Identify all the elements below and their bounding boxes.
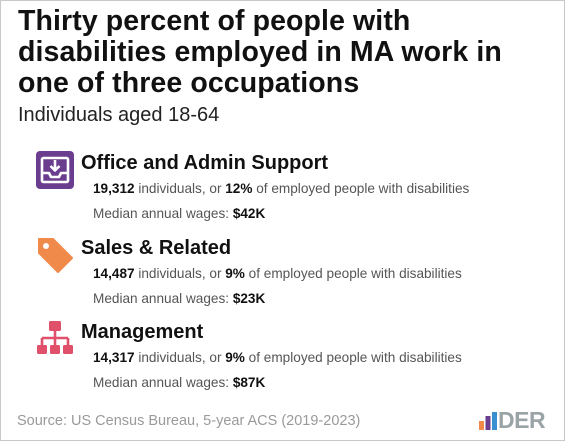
der-logo: DER [478,407,554,434]
employed-count: 19,312 [93,181,135,196]
occupation-count-line: 19,312 individuals, or 12% of employed p… [93,181,469,196]
employed-count: 14,487 [93,266,135,281]
employed-count: 14,317 [93,350,135,365]
inbox-download-icon [36,151,74,189]
employed-percent: 12% [225,181,253,196]
occupation-wage-line: Median annual wages: $42K [93,206,265,221]
page-title: Thirty percent of people with disabiliti… [18,5,502,99]
occupation-count-line: 14,317 individuals, or 9% of employed pe… [93,350,462,365]
wage-label: Median annual wages: [93,291,233,306]
count-text: individuals, or [134,266,226,281]
median-wage: $42K [232,206,266,221]
occupation-management: Management 14,317 individuals, or 9% of … [36,320,556,400]
price-tag-icon [38,238,73,273]
org-chart-icon [37,321,73,354]
occupation-name: Sales & Related [81,237,232,259]
page-subtitle: Individuals aged 18-64 [18,104,220,126]
occupation-sales: Sales & Related 14,487 individuals, or 9… [36,236,556,316]
median-wage: $23K [232,291,266,306]
occupation-wage-line: Median annual wages: $23K [93,291,265,306]
logo-text: DER [498,407,546,433]
percent-text: of employed people with disabilities [244,350,462,365]
occupation-office-admin: Office and Admin Support 19,312 individu… [36,151,556,231]
median-wage: $87K [232,375,266,390]
occupation-name: Management [81,321,204,343]
wage-label: Median annual wages: [93,375,233,390]
occupation-wage-line: Median annual wages: $87K [93,375,265,390]
occupation-name: Office and Admin Support [81,152,329,174]
bar-chart-logo-icon [479,412,497,430]
employed-percent: 9% [225,266,245,281]
count-text: individuals, or [134,350,226,365]
occupation-count-line: 14,487 individuals, or 9% of employed pe… [93,266,462,281]
percent-text: of employed people with disabilities [244,266,462,281]
count-text: individuals, or [134,181,226,196]
source-note: Source: US Census Bureau, 5-year ACS (20… [17,413,361,429]
employed-percent: 9% [225,350,245,365]
percent-text: of employed people with disabilities [252,181,470,196]
wage-label: Median annual wages: [93,206,233,221]
